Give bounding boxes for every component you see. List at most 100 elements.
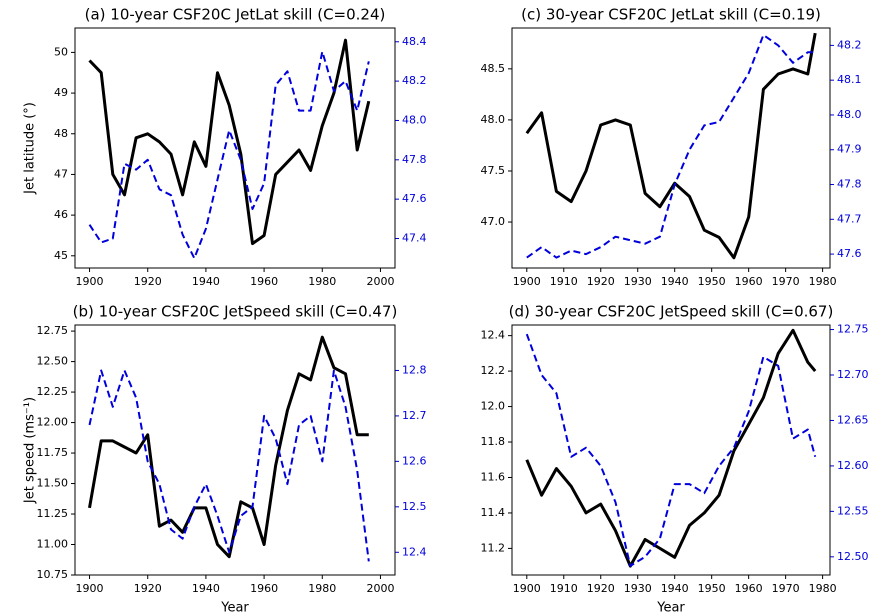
x-tick-label: 1910 bbox=[550, 275, 578, 288]
data-line bbox=[525, 328, 817, 568]
y2-tick-label: 12.75 bbox=[837, 323, 869, 336]
data-line bbox=[525, 333, 817, 567]
y2-tick-label: 48.0 bbox=[402, 113, 427, 126]
y2-tick-label: 48.2 bbox=[402, 74, 427, 87]
y2-tick-label: 47.9 bbox=[837, 143, 862, 156]
y-tick-label: 46 bbox=[54, 208, 68, 221]
x-tick-label: 1970 bbox=[772, 275, 800, 288]
panel-title: (b) 10-year CSF20C JetSpeed skill (C=0.4… bbox=[73, 303, 398, 321]
x-tick-label: 1950 bbox=[698, 582, 726, 595]
y2-tick-label: 48.0 bbox=[837, 108, 862, 121]
x-tick-label: 2000 bbox=[366, 582, 394, 595]
panel-title: (c) 30-year CSF20C JetLat skill (C=0.19) bbox=[521, 6, 821, 24]
plot-frame bbox=[511, 324, 831, 576]
y-axis-label: Jet speed (ms⁻¹) bbox=[23, 397, 38, 504]
y-tick-label: 11.2 bbox=[481, 541, 506, 554]
x-tick-label: 1930 bbox=[624, 275, 652, 288]
y2-tick-label: 48.4 bbox=[402, 35, 427, 48]
panel-title: (d) 30-year CSF20C JetSpeed skill (C=0.6… bbox=[509, 303, 834, 321]
x-tick-label: 1960 bbox=[735, 582, 763, 595]
y2-tick-label: 12.7 bbox=[402, 409, 427, 422]
y-tick-label: 48.5 bbox=[481, 62, 506, 75]
y-tick-label: 48.0 bbox=[481, 113, 506, 126]
y2-tick-label: 47.6 bbox=[837, 247, 862, 260]
x-tick-label: 1940 bbox=[192, 275, 220, 288]
x-tick-label: 1910 bbox=[550, 582, 578, 595]
data-line bbox=[88, 50, 370, 260]
y-tick-label: 12.2 bbox=[481, 364, 506, 377]
y2-tick-label: 12.50 bbox=[837, 550, 869, 563]
y-tick-label: 47.5 bbox=[481, 164, 506, 177]
x-tick-label: 1950 bbox=[698, 275, 726, 288]
x-tick-label: 1940 bbox=[661, 275, 689, 288]
y2-tick-label: 12.4 bbox=[402, 545, 427, 558]
x-tick-label: 1930 bbox=[624, 582, 652, 595]
y-tick-label: 48 bbox=[54, 127, 68, 140]
x-tick-label: 1920 bbox=[587, 275, 615, 288]
x-tick-label: 1960 bbox=[250, 582, 278, 595]
data-line bbox=[525, 32, 817, 260]
y2-tick-label: 12.8 bbox=[402, 363, 427, 376]
y-tick-label: 12.75 bbox=[37, 324, 69, 337]
plot-frame bbox=[511, 27, 831, 269]
y-tick-label: 50 bbox=[54, 45, 68, 58]
y2-tick-label: 47.8 bbox=[837, 178, 862, 191]
y2-tick-label: 12.55 bbox=[837, 504, 869, 517]
y-tick-label: 11.4 bbox=[481, 506, 506, 519]
x-tick-label: 1900 bbox=[513, 275, 541, 288]
x-tick-label: 1980 bbox=[308, 582, 336, 595]
x-tick-label: 1900 bbox=[513, 582, 541, 595]
x-tick-label: 1940 bbox=[661, 582, 689, 595]
x-tick-label: 1920 bbox=[134, 275, 162, 288]
y2-tick-label: 12.65 bbox=[837, 413, 869, 426]
x-tick-label: 1940 bbox=[192, 582, 220, 595]
data-line bbox=[88, 38, 371, 246]
data-line bbox=[526, 34, 816, 259]
y2-tick-label: 12.70 bbox=[837, 368, 869, 381]
y-tick-label: 49 bbox=[54, 86, 68, 99]
x-tick-label: 1970 bbox=[772, 582, 800, 595]
x-tick-label: 1980 bbox=[308, 275, 336, 288]
x-tick-label: 1980 bbox=[809, 582, 837, 595]
y-tick-label: 12.25 bbox=[37, 385, 69, 398]
y-tick-label: 12.00 bbox=[37, 416, 69, 429]
y2-tick-label: 47.4 bbox=[402, 231, 427, 244]
y-tick-label: 12.4 bbox=[481, 329, 506, 342]
y2-tick-label: 12.6 bbox=[402, 454, 427, 467]
x-tick-label: 1920 bbox=[587, 582, 615, 595]
y-tick-label: 11.50 bbox=[37, 477, 69, 490]
y-tick-label: 11.25 bbox=[37, 507, 69, 520]
x-tick-label: 1980 bbox=[809, 275, 837, 288]
plot-frame bbox=[74, 27, 396, 269]
y-tick-label: 45 bbox=[54, 249, 68, 262]
y-tick-label: 10.75 bbox=[37, 568, 69, 581]
y-axis-label: Jet latitude (°) bbox=[23, 102, 38, 195]
y2-tick-label: 48.1 bbox=[837, 73, 862, 86]
y2-tick-label: 47.8 bbox=[402, 153, 427, 166]
y2-tick-label: 48.2 bbox=[837, 38, 862, 51]
y-tick-label: 11.8 bbox=[481, 435, 506, 448]
y-tick-label: 11.6 bbox=[481, 470, 506, 483]
x-tick-label: 1900 bbox=[76, 582, 104, 595]
y-tick-label: 12.50 bbox=[37, 355, 69, 368]
y2-tick-label: 12.5 bbox=[402, 500, 427, 513]
panel-title: (a) 10-year CSF20C JetLat skill (C=0.24) bbox=[85, 6, 386, 24]
y-tick-label: 12.0 bbox=[481, 400, 506, 413]
y2-tick-label: 47.6 bbox=[402, 192, 427, 205]
x-tick-label: 1920 bbox=[134, 582, 162, 595]
y-tick-label: 11.75 bbox=[37, 446, 69, 459]
x-axis-label: Year bbox=[656, 601, 685, 616]
y-tick-label: 11.00 bbox=[37, 538, 69, 551]
y-tick-label: 47.0 bbox=[481, 215, 506, 228]
x-tick-label: 1960 bbox=[250, 275, 278, 288]
x-tick-label: 2000 bbox=[366, 275, 394, 288]
y2-tick-label: 12.60 bbox=[837, 459, 869, 472]
x-tick-label: 1900 bbox=[76, 275, 104, 288]
data-line bbox=[88, 335, 369, 559]
y-tick-label: 47 bbox=[54, 167, 68, 180]
x-tick-label: 1960 bbox=[735, 275, 763, 288]
data-line bbox=[88, 369, 370, 562]
x-axis-label: Year bbox=[220, 601, 249, 616]
